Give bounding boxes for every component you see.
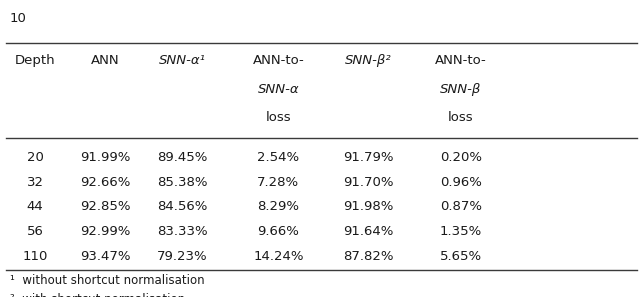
Text: 91.79%: 91.79% [343,151,393,164]
Text: 91.98%: 91.98% [343,200,393,213]
Text: Depth: Depth [15,54,56,67]
Text: 1.35%: 1.35% [440,225,482,238]
Text: 110: 110 [22,250,48,263]
Text: 20: 20 [27,151,44,164]
Text: SNN-β²: SNN-β² [344,54,392,67]
Text: 92.85%: 92.85% [81,200,131,213]
Text: ²  with shortcut normalisation: ² with shortcut normalisation [10,293,185,297]
Text: 9.66%: 9.66% [257,225,300,238]
Text: ANN-to-: ANN-to- [435,54,486,67]
Text: 84.56%: 84.56% [157,200,207,213]
Text: 7.28%: 7.28% [257,176,300,189]
Text: loss: loss [448,111,474,124]
Text: 5.65%: 5.65% [440,250,482,263]
Text: 56: 56 [27,225,44,238]
Text: SNN-β: SNN-β [440,83,481,96]
Text: 32: 32 [27,176,44,189]
Text: 83.33%: 83.33% [157,225,208,238]
Text: 93.47%: 93.47% [81,250,131,263]
Text: 10: 10 [10,12,26,25]
Text: 92.66%: 92.66% [81,176,131,189]
Text: 0.20%: 0.20% [440,151,482,164]
Text: 8.29%: 8.29% [257,200,300,213]
Text: 92.99%: 92.99% [81,225,131,238]
Text: 2.54%: 2.54% [257,151,300,164]
Text: 89.45%: 89.45% [157,151,207,164]
Text: SNN-α: SNN-α [257,83,300,96]
Text: ANN-to-: ANN-to- [253,54,304,67]
Text: 87.82%: 87.82% [343,250,393,263]
Text: ¹  without shortcut normalisation: ¹ without shortcut normalisation [10,274,204,287]
Text: 91.99%: 91.99% [81,151,131,164]
Text: 85.38%: 85.38% [157,176,207,189]
Text: 79.23%: 79.23% [157,250,208,263]
Text: 14.24%: 14.24% [253,250,303,263]
Text: ANN: ANN [92,54,120,67]
Text: SNN-α¹: SNN-α¹ [159,54,206,67]
Text: loss: loss [266,111,291,124]
Text: 0.87%: 0.87% [440,200,482,213]
Text: 91.70%: 91.70% [343,176,393,189]
Text: 91.64%: 91.64% [343,225,393,238]
Text: 0.96%: 0.96% [440,176,482,189]
Text: 44: 44 [27,200,44,213]
